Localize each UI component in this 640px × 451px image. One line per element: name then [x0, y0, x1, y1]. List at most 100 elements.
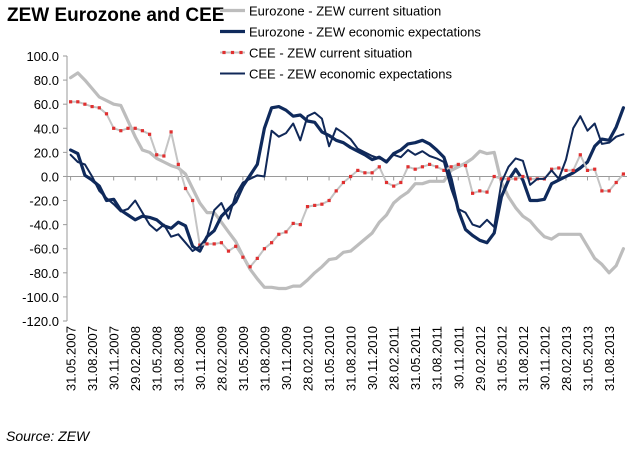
data-point: [104, 112, 109, 116]
data-point: [241, 255, 245, 259]
data-point: [370, 171, 374, 175]
x-tick-label: 31.05.2011: [408, 326, 423, 390]
data-point: [521, 174, 525, 179]
data-point: [585, 168, 590, 172]
legend-entry-1: Eurozone - ZEW current situation: [220, 4, 441, 19]
y-tick-label: -60.0: [29, 242, 59, 257]
x-tick-label: 28.02.2009: [214, 326, 229, 391]
series-4: [69, 111, 625, 253]
y-tick-label: -40.0: [29, 218, 59, 233]
legend: Eurozone - ZEW current situation Eurozone…: [220, 4, 481, 82]
data-point: [262, 247, 266, 251]
legend-label: Eurozone - ZEW economic expectations: [249, 25, 481, 40]
data-point: [435, 165, 439, 169]
data-point: [169, 130, 173, 134]
data-point: [420, 165, 424, 169]
data-point: [148, 132, 152, 136]
data-point: [413, 167, 417, 171]
data-point: [607, 189, 611, 193]
x-tick-label: 31.08.2012: [516, 326, 531, 391]
data-point: [305, 205, 310, 209]
data-point: [291, 221, 295, 225]
data-point: [463, 164, 468, 168]
series-1: [68, 71, 626, 291]
legend-label: Eurozone - ZEW current situation: [249, 4, 441, 19]
data-point: [499, 177, 503, 181]
legend-entry-3: CEE - ZEW current situation: [220, 46, 412, 61]
axes: 100.0 80.0 60.0 40.0 20.0 0.0 -20.0 -40.0 -60.0 -…: [22, 49, 627, 391]
data-point: [176, 162, 180, 166]
data-point: [327, 198, 331, 203]
legend-label: CEE - ZEW economic expectations: [249, 67, 453, 82]
x-tick-label: 31.05.2008: [150, 326, 165, 391]
data-point: [341, 180, 345, 185]
x-tick-label: 30.11.2010: [365, 326, 380, 390]
data-point: [471, 191, 475, 195]
y-tick-label: 40.0: [34, 121, 59, 136]
data-point: [399, 180, 403, 185]
data-point: [155, 153, 159, 157]
data-point: [162, 154, 166, 158]
data-point: [593, 167, 597, 171]
series-layer: [68, 71, 626, 291]
y-tick-label: 60.0: [34, 97, 59, 112]
x-tick-label: 31.05.2010: [322, 326, 337, 391]
x-tick-label: 31.08.2008: [171, 326, 186, 391]
data-point: [384, 180, 389, 185]
data-point: [270, 241, 274, 245]
source-note: Source: ZEW: [6, 428, 90, 444]
legend-entry-2: Eurozone - ZEW economic expectations: [220, 25, 481, 40]
data-point: [298, 223, 302, 227]
x-tick-label: 28.02.2010: [301, 326, 316, 391]
data-point: [112, 126, 116, 130]
data-point: [119, 129, 123, 133]
y-tick-label: 0.0: [41, 169, 59, 184]
legend-marker: [230, 50, 235, 55]
x-tick-label: 30.11.2012: [537, 326, 552, 390]
data-point: [557, 166, 561, 170]
x-tick-label: 31.08.2013: [602, 326, 617, 391]
data-point: [514, 177, 518, 181]
data-point: [392, 184, 396, 188]
data-point: [571, 168, 575, 172]
data-point: [506, 177, 511, 181]
x-tick-label: 28.02.2013: [559, 326, 574, 391]
data-point: [349, 174, 353, 179]
data-point: [600, 189, 604, 193]
x-tick-label: 28.02.2011: [387, 326, 402, 390]
series-line: [69, 100, 625, 268]
y-tick-label: 100.0: [26, 49, 59, 64]
data-point: [550, 167, 554, 171]
data-point: [528, 177, 532, 181]
data-point: [406, 165, 410, 169]
data-point: [133, 126, 137, 130]
data-point: [614, 180, 618, 185]
series-3: [69, 100, 625, 269]
data-point: [191, 198, 195, 203]
data-point: [478, 189, 482, 193]
data-point: [226, 249, 231, 253]
legend-label: CEE - ZEW current situation: [249, 46, 412, 61]
x-tick-label: 31.08.2010: [344, 326, 359, 391]
data-point: [377, 165, 381, 169]
data-point: [97, 106, 101, 110]
data-point: [248, 265, 252, 269]
data-point: [485, 190, 489, 194]
y-tick-label: -20.0: [29, 194, 59, 209]
x-tick-label: 29.02.2008: [128, 326, 143, 391]
data-point: [578, 153, 582, 157]
data-point: [212, 242, 216, 246]
x-tick-label: 31.08.2007: [85, 326, 100, 391]
data-point: [363, 171, 367, 175]
legend-marker: [239, 50, 243, 55]
data-point: [442, 168, 446, 172]
data-point: [90, 105, 94, 109]
data-point: [564, 168, 568, 172]
data-point: [255, 256, 259, 260]
data-point: [449, 165, 453, 169]
data-point: [126, 126, 130, 130]
y-tick-label: -100.0: [22, 290, 59, 305]
data-point: [205, 242, 209, 246]
x-tick-label: 31.05.2007: [64, 326, 79, 391]
